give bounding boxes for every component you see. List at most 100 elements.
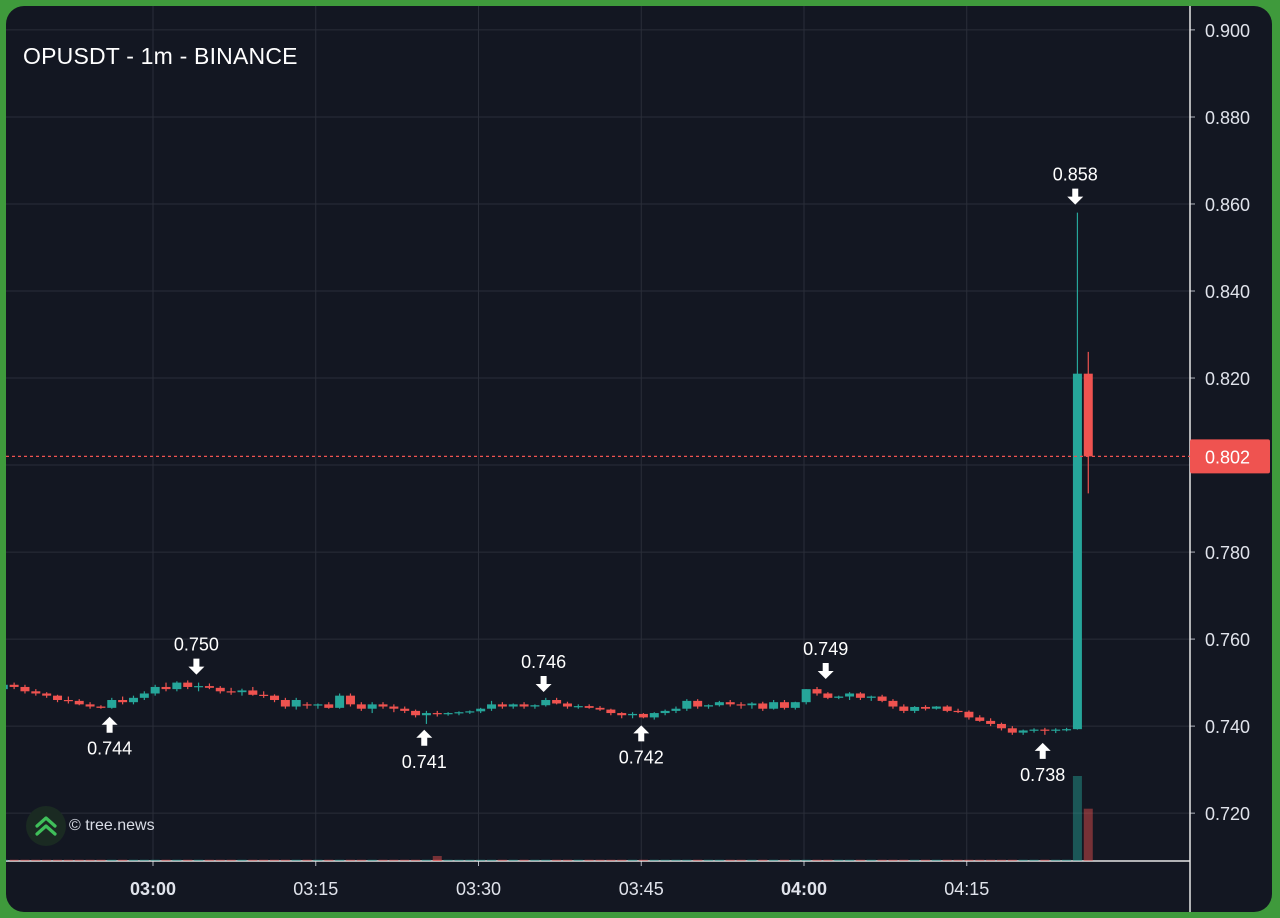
candle-body: [96, 706, 106, 708]
candle-body: [562, 703, 572, 707]
volume-bar: [660, 859, 670, 861]
candle-body: [595, 707, 605, 710]
candle-body: [204, 686, 214, 688]
candle-body: [118, 700, 128, 703]
volume-bar: [779, 859, 789, 861]
candle-body: [443, 713, 453, 715]
volume-bar: [378, 859, 388, 861]
candle-body: [769, 702, 779, 709]
candle-body: [725, 702, 735, 705]
candle-body: [584, 706, 594, 708]
volume-bar: [497, 859, 507, 861]
candlestick-chart[interactable]: 0.7200.7400.7600.7800.8000.8200.8400.860…: [6, 6, 1272, 912]
candle-body: [910, 706, 920, 711]
volume-bar: [335, 859, 345, 861]
candle-body: [302, 704, 312, 706]
volume-bar: [823, 859, 833, 861]
y-tick-label: 0.860: [1205, 195, 1250, 215]
candle-body: [400, 708, 410, 711]
candle-body: [823, 693, 833, 698]
volume-bar: [736, 859, 746, 861]
volume-bar: [85, 859, 95, 861]
candle-body: [280, 700, 290, 707]
volume-bar: [671, 859, 681, 861]
price-annotation: 0.746: [521, 652, 566, 672]
y-tick-label: 0.900: [1205, 21, 1250, 41]
candle-body: [454, 712, 464, 714]
volume-bar: [1062, 859, 1072, 861]
candle-body: [1007, 728, 1017, 733]
volume-bar: [356, 859, 366, 861]
x-tick-label: 03:45: [619, 879, 664, 899]
candle-body: [638, 713, 648, 718]
candle-body: [74, 700, 84, 705]
volume-bar: [96, 859, 106, 861]
candle-body: [573, 706, 583, 708]
volume-bar: [345, 859, 355, 861]
volume-bar: [20, 859, 30, 861]
volume-bar: [421, 859, 431, 861]
volume-bar: [953, 859, 963, 861]
candle-body: [226, 691, 236, 693]
candle-body: [541, 700, 551, 706]
volume-bar: [790, 859, 800, 861]
candle-body: [324, 704, 334, 708]
candle-body: [921, 706, 931, 709]
x-tick-label: 03:00: [130, 879, 176, 899]
volume-bar: [1083, 808, 1093, 861]
candle-body: [790, 702, 800, 708]
volume-bar: [367, 859, 377, 861]
volume-bar: [1007, 859, 1017, 861]
volume-bar: [725, 859, 735, 861]
volume-bar: [747, 859, 757, 861]
volume-bar: [1072, 776, 1082, 861]
candle-body: [617, 713, 627, 716]
volume-bar: [508, 859, 518, 861]
chart-frame[interactable]: 0.7200.7400.7600.7800.8000.8200.8400.860…: [6, 6, 1272, 912]
volume-bar: [649, 859, 659, 861]
candle-body: [497, 704, 507, 707]
volume-bar: [161, 859, 171, 861]
arrow-down-icon: [535, 676, 552, 693]
candle-body: [335, 695, 345, 708]
candle-body: [552, 700, 562, 704]
volume-bar: [834, 859, 844, 861]
y-tick-label: 0.880: [1205, 108, 1250, 128]
candle-body: [42, 693, 52, 696]
volume-bar: [465, 859, 475, 861]
candle-body: [389, 706, 399, 709]
volume-bar: [237, 859, 247, 861]
candle-body: [953, 710, 963, 713]
candle-body: [128, 697, 138, 703]
volume-bar: [183, 859, 193, 861]
volume-bar: [617, 859, 627, 861]
chart-title: OPUSDT - 1m - BINANCE: [23, 43, 298, 69]
candle-body: [1072, 373, 1082, 730]
y-tick-label: 0.740: [1205, 717, 1250, 737]
volume-bar: [888, 859, 898, 861]
candle-body: [270, 695, 280, 701]
volume-bar: [1029, 859, 1039, 861]
volume-bar: [530, 859, 540, 861]
watermark-text: © tree.news: [69, 817, 155, 834]
volume-bar: [226, 859, 236, 861]
candle-body: [801, 689, 811, 703]
volume-bar: [855, 859, 865, 861]
volume-bar: [638, 859, 648, 861]
candle-body: [834, 696, 844, 698]
arrow-up-icon: [101, 716, 118, 733]
candle-body: [85, 704, 95, 707]
candle-body: [63, 700, 73, 702]
x-tick-label: 03:15: [293, 879, 338, 899]
arrow-down-icon: [188, 658, 205, 675]
arrow-down-icon: [817, 662, 834, 679]
candle-body: [682, 700, 692, 709]
candle-body: [194, 686, 204, 688]
volume-bar: [150, 859, 160, 861]
x-tick-label: 03:30: [456, 879, 501, 899]
volume-bar: [215, 859, 225, 861]
price-annotation: 0.858: [1053, 165, 1098, 185]
candle-body: [107, 700, 117, 708]
tree-news-logo-icon: [26, 806, 66, 846]
volume-bar: [704, 859, 714, 861]
